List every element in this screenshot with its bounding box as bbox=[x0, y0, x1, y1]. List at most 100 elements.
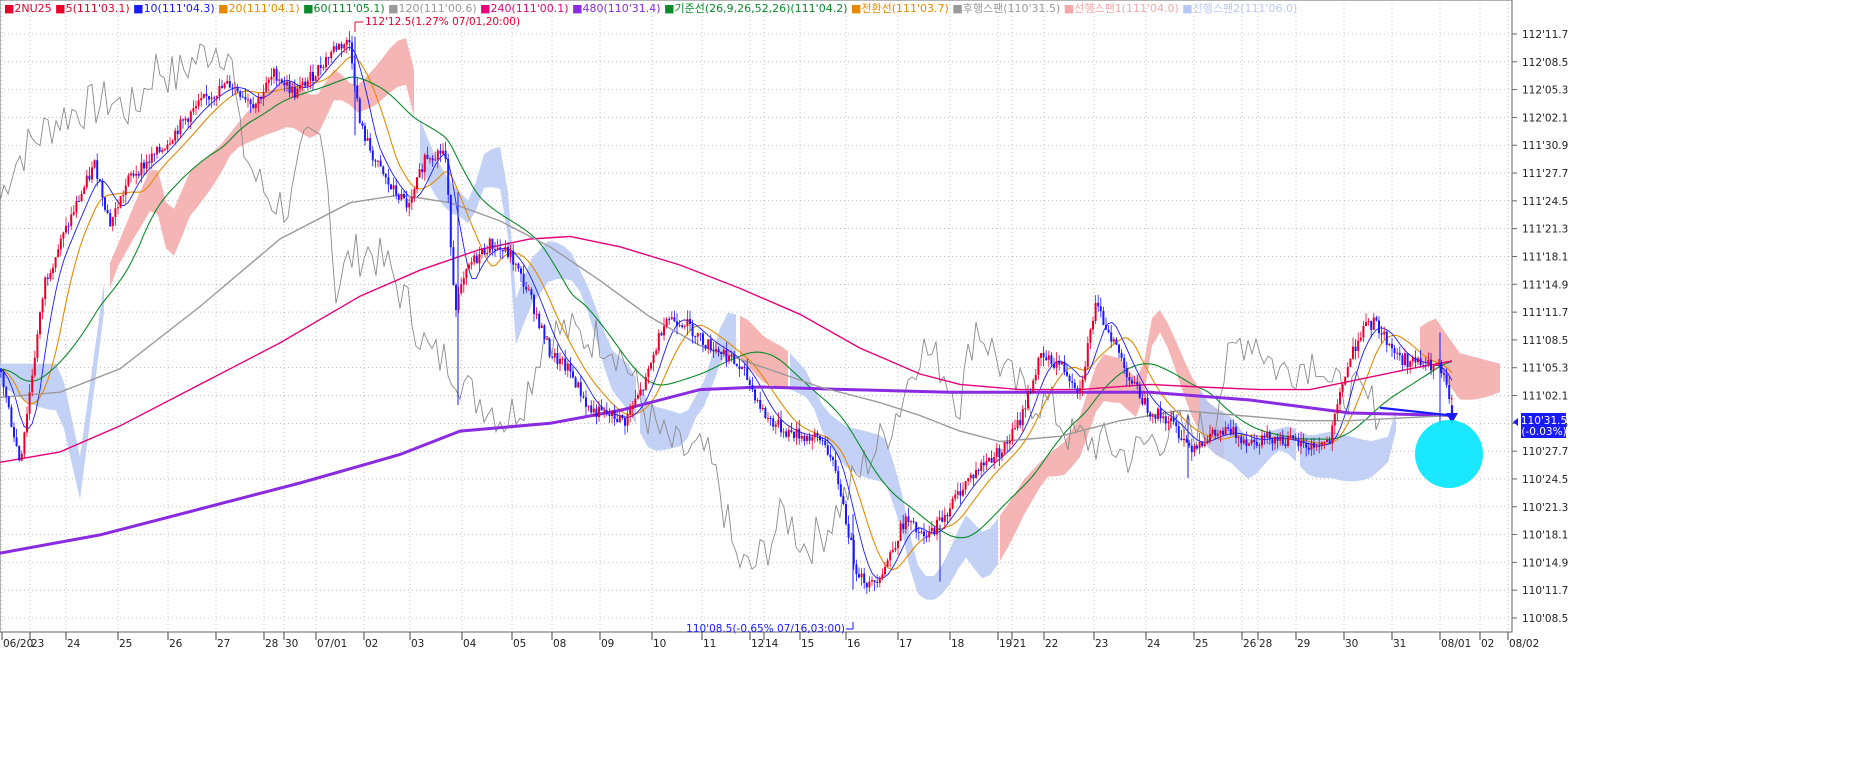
x-tick-label: 23 bbox=[1095, 638, 1108, 650]
candle-body bbox=[845, 504, 847, 524]
x-tick-label: 07/01 bbox=[317, 638, 347, 650]
candle-body bbox=[1359, 337, 1362, 341]
candle-body bbox=[1149, 412, 1152, 417]
candle-body bbox=[834, 460, 837, 471]
candle-body bbox=[327, 57, 330, 59]
candle-body bbox=[605, 410, 608, 415]
candle-body bbox=[455, 284, 457, 310]
x-tick-label: 26 bbox=[169, 638, 183, 650]
candle-body bbox=[1401, 355, 1404, 365]
candle-body bbox=[483, 248, 486, 255]
candle-body bbox=[1370, 320, 1373, 330]
candle-body bbox=[826, 445, 829, 455]
candle-body bbox=[1235, 426, 1237, 439]
candle-body bbox=[1123, 358, 1126, 368]
candle-body bbox=[169, 143, 171, 145]
candle-body bbox=[1151, 415, 1154, 417]
candle-body bbox=[1346, 367, 1349, 377]
candle-body bbox=[421, 169, 424, 173]
y-tick-label: 111'14.9 bbox=[1522, 279, 1568, 291]
candle-body bbox=[925, 536, 928, 538]
candle-body bbox=[496, 247, 499, 250]
legend: ■2NU25 ■5(111'03.1) ■10(111'04.3) ■20(11… bbox=[4, 2, 1297, 15]
candle-body bbox=[1365, 322, 1367, 326]
candle-body bbox=[1125, 368, 1128, 378]
candle-body bbox=[839, 484, 842, 497]
x-tick-label: 09 bbox=[601, 638, 614, 650]
candle-body bbox=[1112, 339, 1115, 342]
candle-body bbox=[1159, 408, 1162, 419]
candle-body bbox=[215, 96, 218, 99]
candle-body bbox=[837, 470, 840, 485]
candle-body bbox=[1001, 452, 1003, 458]
x-tick-label: 18 bbox=[951, 638, 964, 650]
candle-body bbox=[1167, 421, 1170, 424]
candle-body bbox=[1066, 371, 1068, 376]
y-tick-label: 110'27.7 bbox=[1522, 446, 1568, 458]
candle-body bbox=[475, 255, 478, 264]
candle-body bbox=[85, 175, 88, 188]
candle-body bbox=[98, 178, 101, 181]
candle-body bbox=[179, 119, 182, 135]
candle-body bbox=[449, 194, 452, 248]
y-tick-label: 110'18.1 bbox=[1522, 530, 1568, 542]
candle-body bbox=[600, 406, 603, 411]
candle-body bbox=[774, 424, 777, 427]
low-annotation-label: 110'08.5(-0.65% 07/16,03:00) bbox=[686, 623, 845, 635]
candle-body bbox=[709, 339, 712, 351]
candle-body bbox=[699, 333, 702, 335]
candle-body bbox=[964, 481, 967, 490]
candle-body bbox=[681, 325, 684, 328]
candle-body bbox=[1281, 436, 1284, 445]
candle-body bbox=[769, 418, 772, 419]
candle-body bbox=[249, 99, 252, 105]
candle-body bbox=[829, 454, 832, 458]
candle-body bbox=[312, 72, 314, 82]
x-tick-label: 22 bbox=[1045, 638, 1058, 650]
candle-body bbox=[1164, 416, 1167, 424]
candle-body bbox=[1284, 444, 1287, 446]
price-chart[interactable]: 112'11.7 112'08.5 112'05.3 112'02.1 111'30.9… bbox=[0, 0, 1568, 650]
candle-body bbox=[1318, 446, 1321, 447]
candle-body bbox=[1300, 440, 1302, 447]
candle-body bbox=[10, 407, 13, 427]
candle-body bbox=[351, 42, 353, 64]
candle-body bbox=[735, 363, 738, 367]
candle-body bbox=[1045, 357, 1048, 360]
candle-body bbox=[1190, 445, 1193, 453]
candle-body bbox=[1261, 435, 1263, 446]
legend-item: 전환선(111'03.7) bbox=[861, 2, 948, 15]
candle-body bbox=[1445, 374, 1448, 385]
candle-body bbox=[631, 406, 634, 410]
candle-body bbox=[1120, 352, 1123, 358]
candle-body bbox=[670, 317, 673, 320]
candle-body bbox=[145, 161, 148, 169]
candle-body bbox=[579, 382, 582, 397]
y-tick-label: 112'05.3 bbox=[1522, 85, 1568, 97]
candle-body bbox=[813, 433, 816, 438]
candle-body bbox=[660, 333, 663, 336]
candle-body bbox=[135, 173, 138, 176]
candle-body bbox=[1248, 443, 1250, 446]
candle-body bbox=[236, 86, 239, 92]
candle-body bbox=[1193, 445, 1196, 453]
candle-body bbox=[790, 429, 793, 432]
candle-body bbox=[741, 366, 743, 370]
candle-body bbox=[777, 419, 780, 425]
candle-body bbox=[821, 440, 824, 442]
candle-body bbox=[951, 498, 954, 509]
candle-body bbox=[137, 173, 140, 176]
candle-body bbox=[413, 189, 416, 198]
candle-body bbox=[686, 318, 689, 327]
ma-line bbox=[0, 194, 1453, 443]
candle-body bbox=[1430, 359, 1432, 371]
candle-body bbox=[400, 194, 403, 200]
legend-item: 10(111'04.3) bbox=[144, 2, 215, 15]
candle-body bbox=[340, 44, 343, 49]
x-tick-label: 03 bbox=[411, 638, 424, 650]
candle-body bbox=[1349, 358, 1352, 368]
candle-body bbox=[626, 414, 629, 426]
x-tick-label: 17 bbox=[899, 638, 912, 650]
x-tick-label: 25 bbox=[1195, 638, 1208, 650]
